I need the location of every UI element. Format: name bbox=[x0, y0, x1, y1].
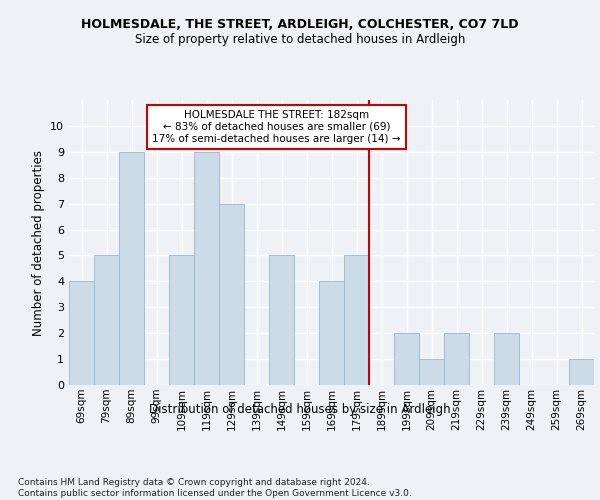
Bar bbox=[419, 359, 444, 385]
Bar bbox=[494, 333, 519, 385]
Bar bbox=[219, 204, 244, 385]
Bar bbox=[169, 256, 194, 385]
Text: Distribution of detached houses by size in Ardleigh: Distribution of detached houses by size … bbox=[149, 402, 451, 415]
Y-axis label: Number of detached properties: Number of detached properties bbox=[32, 150, 44, 336]
Text: HOLMESDALE THE STREET: 182sqm
← 83% of detached houses are smaller (69)
17% of s: HOLMESDALE THE STREET: 182sqm ← 83% of d… bbox=[152, 110, 401, 144]
Bar bbox=[444, 333, 469, 385]
Bar bbox=[119, 152, 144, 385]
Text: Contains HM Land Registry data © Crown copyright and database right 2024.
Contai: Contains HM Land Registry data © Crown c… bbox=[18, 478, 412, 498]
Bar bbox=[94, 256, 119, 385]
Bar bbox=[194, 152, 219, 385]
Bar bbox=[394, 333, 419, 385]
Text: HOLMESDALE, THE STREET, ARDLEIGH, COLCHESTER, CO7 7LD: HOLMESDALE, THE STREET, ARDLEIGH, COLCHE… bbox=[81, 18, 519, 30]
Bar bbox=[269, 256, 294, 385]
Bar bbox=[319, 282, 344, 385]
Text: Size of property relative to detached houses in Ardleigh: Size of property relative to detached ho… bbox=[135, 32, 465, 46]
Bar bbox=[69, 282, 94, 385]
Bar bbox=[569, 359, 594, 385]
Bar bbox=[344, 256, 369, 385]
